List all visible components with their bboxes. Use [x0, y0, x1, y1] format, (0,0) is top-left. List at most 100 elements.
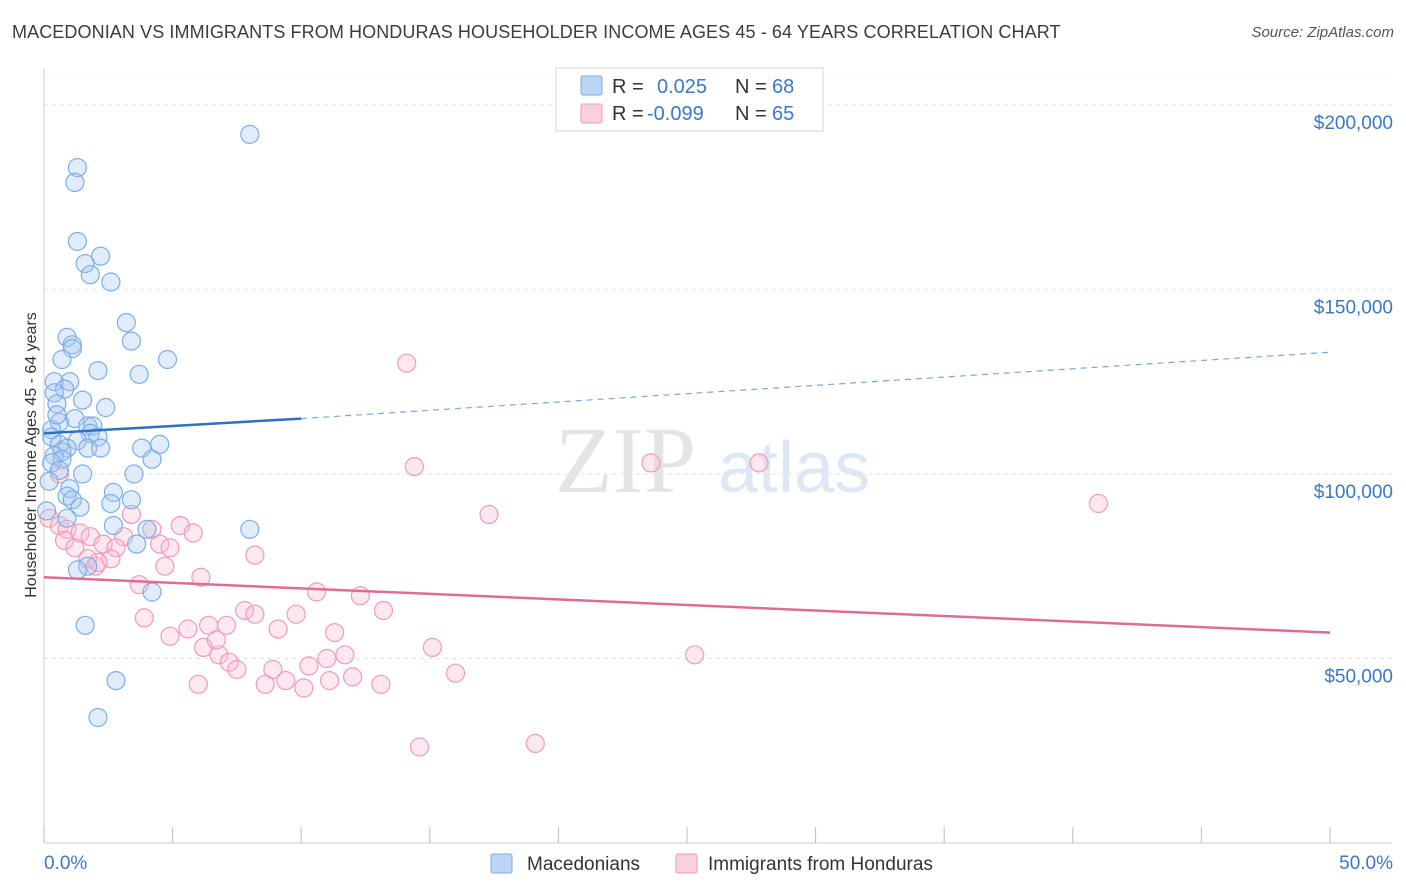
honduras-point [255, 674, 275, 694]
chart-source: Source: ZipAtlas.com [1251, 24, 1394, 41]
honduras-point [319, 670, 340, 691]
honduras-point [150, 534, 170, 554]
macedonians-point [75, 254, 95, 274]
honduras-point [286, 604, 306, 624]
honduras-point [227, 659, 247, 680]
honduras-point [397, 353, 417, 373]
honduras-point [299, 656, 319, 676]
axes [43, 68, 1392, 844]
bottom-legend-swatch-honduras [675, 853, 698, 874]
y-tick-label: $50,000 [1324, 666, 1393, 687]
legend-r-value-macedonians: 0.025 [657, 76, 707, 98]
macedonians-points-layer [36, 124, 260, 728]
macedonians-point [127, 534, 147, 554]
legend-r-label-macedonians: R = [612, 76, 644, 98]
macedonians-point [240, 519, 260, 539]
honduras-trend-line [43, 576, 1331, 634]
macedonians-point [67, 560, 88, 580]
macedonians-point [52, 349, 72, 370]
legend-n-value-macedonians: 68 [772, 76, 794, 98]
honduras-point [178, 619, 198, 639]
macedonians-point [103, 515, 124, 536]
honduras-point [641, 453, 661, 473]
macedonians-point [240, 124, 260, 144]
macedonians-point [62, 490, 82, 510]
macedonians-point [137, 519, 157, 539]
x-tick-label-min: 0.0% [44, 853, 87, 874]
honduras-point [54, 530, 75, 551]
y-tick-label: $200,000 [1314, 113, 1393, 134]
macedonians-point [44, 383, 64, 403]
macedonians-point [36, 501, 57, 521]
macedonians-trend-line [43, 417, 302, 435]
bottom-legend-label-macedonians: Macedonians [527, 854, 640, 875]
honduras-point [371, 674, 391, 694]
macedonians-point [65, 172, 85, 192]
macedonians-point [101, 493, 121, 514]
bottom-legend-label-honduras: Immigrants from Honduras [708, 854, 933, 875]
honduras-point [245, 545, 265, 565]
macedonians-point [70, 497, 90, 517]
honduras-point [317, 648, 337, 669]
macedonians-point [75, 615, 95, 635]
legend-n-value-honduras: 65 [772, 103, 794, 125]
x-axis-ticks [43, 827, 1331, 843]
macedonians-point [60, 479, 80, 499]
macedonians-point [157, 349, 178, 370]
macedonians-point [57, 486, 77, 506]
macedonians-point [57, 508, 77, 528]
honduras-point [404, 457, 424, 477]
honduras-point [85, 556, 106, 576]
series-legend: Macedonians Immigrants from Honduras [490, 853, 933, 875]
honduras-point [134, 608, 154, 628]
honduras-point [65, 538, 85, 558]
honduras-point [217, 615, 237, 635]
honduras-point [1088, 493, 1109, 514]
macedonians-point [88, 707, 108, 728]
honduras-point [188, 674, 208, 694]
legend-n-label-macedonians: N = [735, 76, 767, 98]
trend-lines [43, 351, 1331, 634]
y-tick-label: $150,000 [1314, 297, 1393, 318]
honduras-point [209, 645, 229, 665]
honduras-point [479, 504, 499, 525]
macedonians-point [47, 405, 67, 425]
macedonians-point [47, 394, 67, 414]
macedonians-trend-extension [301, 351, 1331, 420]
honduras-point [219, 652, 239, 672]
honduras-point [155, 556, 175, 576]
zipatlas-watermark: ZIP atlas [555, 409, 870, 513]
honduras-point [183, 523, 203, 543]
honduras-point [409, 737, 430, 757]
macedonians-point [67, 158, 88, 178]
honduras-point [206, 630, 226, 650]
watermark-zip: ZIP [555, 409, 696, 513]
legend-swatch-honduras [580, 103, 603, 124]
macedonians-point [44, 372, 64, 392]
honduras-point [142, 519, 162, 539]
y-axis-tick-labels: $50,000 $100,000 $150,000 $200,000 [1314, 113, 1393, 688]
macedonians-point [106, 670, 126, 691]
honduras-point [445, 663, 466, 683]
macedonians-point [78, 556, 98, 576]
macedonians-point [80, 265, 100, 285]
honduras-point [294, 678, 314, 698]
honduras-point [191, 567, 211, 587]
honduras-point [422, 637, 442, 658]
macedonians-point [121, 490, 141, 510]
honduras-point [245, 604, 265, 624]
macedonians-point [52, 449, 72, 469]
honduras-point [88, 552, 108, 573]
honduras-point [70, 523, 90, 543]
honduras-point [106, 538, 126, 558]
honduras-point [335, 645, 355, 665]
macedonians-point [124, 464, 144, 484]
macedonians-point [90, 438, 111, 458]
macedonians-point [142, 449, 162, 469]
honduras-point [276, 670, 296, 691]
honduras-point [235, 600, 255, 621]
macedonians-point [103, 482, 124, 502]
macedonians-point [121, 331, 141, 351]
grid-lines [44, 77, 1392, 659]
